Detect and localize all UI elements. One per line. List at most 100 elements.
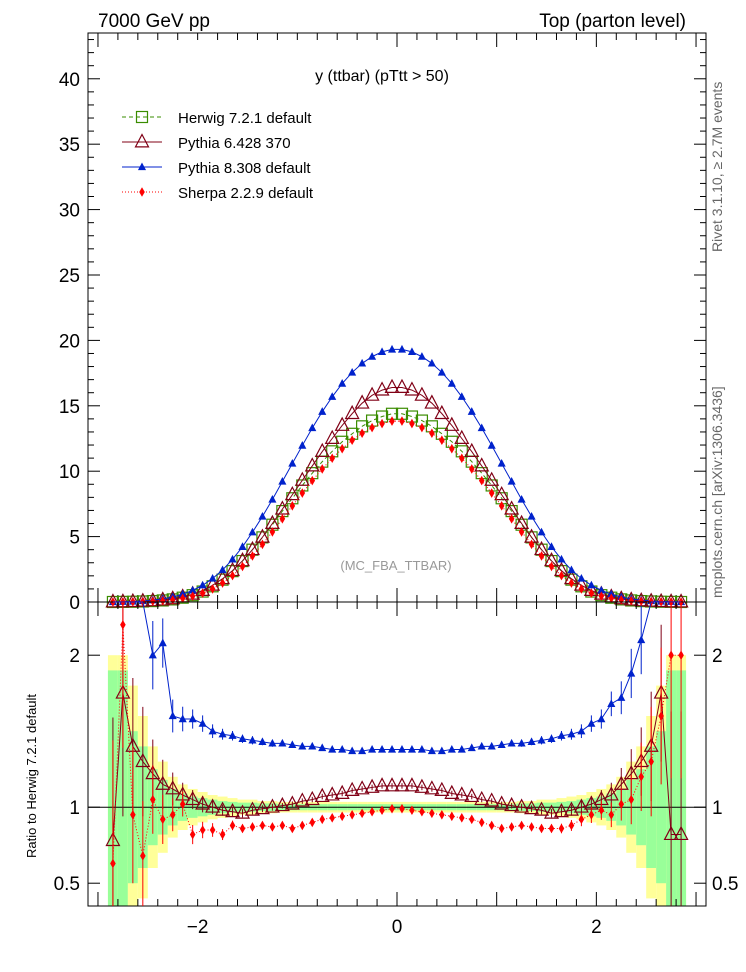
data-point-sherpa	[299, 488, 306, 498]
ratio-point-sherpa	[618, 799, 625, 809]
series-sherpa	[110, 416, 684, 607]
ratio-point-pythia8	[258, 737, 267, 745]
ratio-point-sherpa	[468, 814, 475, 825]
ratio-point-sherpa	[488, 820, 495, 831]
main-ytick-label: 20	[59, 331, 80, 352]
data-point-sherpa	[359, 428, 365, 439]
data-point-pythia8	[457, 392, 466, 400]
ratio-point-sherpa	[399, 803, 405, 814]
ratio-point-pythia6	[235, 804, 250, 819]
ratio-point-sherpa	[518, 820, 525, 831]
ratio-point-pythia8	[158, 638, 167, 647]
ratio-point-pythia8	[607, 699, 616, 707]
data-point-sherpa	[399, 416, 405, 426]
legend-marker-sherpa	[139, 187, 145, 197]
ratio-point-sherpa	[189, 829, 196, 840]
ratio-point-pythia8	[527, 737, 536, 745]
ratio-point-pythia6	[603, 786, 619, 801]
data-point-pythia8	[447, 379, 456, 387]
rivet-label: Rivet 3.1.10, ≥ 2.7M events	[709, 82, 725, 252]
ratio-point-pythia8	[567, 729, 576, 738]
data-point-sherpa	[149, 596, 156, 607]
data-point-pythia8	[527, 511, 536, 520]
ratio-point-pythia6	[215, 801, 231, 816]
ratio-point-pythia8	[328, 744, 337, 753]
data-point-pythia6	[424, 394, 440, 409]
data-point-pythia6	[354, 394, 370, 409]
ratio-point-pythia6	[135, 752, 151, 768]
data-point-pythia8	[587, 580, 596, 589]
series-herwig	[106, 407, 688, 609]
ratio-point-pythia6	[254, 799, 270, 815]
ratio-point-pythia6	[264, 798, 280, 813]
mcplots-label: mcplots.cern.ch [arXiv:1306.3436]	[709, 386, 725, 598]
ratio-point-pythia8	[497, 740, 506, 749]
data-point-sherpa	[488, 488, 495, 498]
data-point-sherpa	[558, 570, 565, 581]
ratio-point-sherpa	[598, 805, 605, 816]
data-point-pythia6	[334, 416, 350, 431]
ratio-ytick-label-right: 1	[712, 798, 723, 819]
ratio-point-pythia8	[387, 744, 397, 753]
data-point-pythia8	[208, 573, 217, 582]
ratio-point-sherpa	[658, 711, 664, 721]
legend: Herwig 7.2.1 default Pythia 6.428 370 Pyth…	[122, 110, 314, 202]
ratio-point-pythia6	[205, 798, 221, 813]
ratio-point-pythia8	[238, 734, 247, 742]
data-point-sherpa	[498, 501, 505, 511]
series-line-pythia8	[112, 348, 682, 603]
main-ytick-label: 5	[69, 528, 80, 549]
data-point-pythia8	[567, 565, 576, 574]
data-point-pythia8	[238, 542, 247, 550]
ratio-point-sherpa	[528, 822, 535, 832]
ratio-line-pythia8	[112, 601, 682, 752]
ratio-point-pythia6	[494, 795, 510, 810]
ratio-point-pythia6	[534, 801, 550, 816]
data-point-sherpa	[309, 475, 316, 486]
data-point-pythia6	[344, 404, 360, 420]
ratio-point-pythia8	[617, 693, 626, 701]
ratio-frame	[87, 601, 707, 907]
ratio-point-pythia6	[434, 781, 450, 796]
ratio-point-pythia6	[274, 796, 290, 812]
ratio-point-sherpa	[648, 756, 654, 767]
ratio-point-sherpa	[578, 814, 585, 825]
ratio-point-pythia6	[244, 801, 260, 816]
header-left: 7000 GeV pp	[98, 11, 210, 32]
ratio-point-pythia6	[225, 802, 241, 818]
data-point-sherpa	[319, 464, 326, 474]
ratio-point-pythia6	[155, 775, 171, 790]
data-point-sherpa	[269, 527, 276, 537]
ratio-point-sherpa	[249, 822, 256, 832]
ratio-ytick-label-right: 2	[712, 646, 723, 667]
legend-marker-pythia6	[134, 133, 150, 148]
ratio-point-pythia8	[368, 744, 377, 753]
ratio-point-sherpa	[309, 817, 316, 828]
ratio-point-pythia6	[514, 798, 530, 813]
data-point-sherpa	[389, 416, 395, 426]
data-point-pythia6	[274, 500, 290, 515]
data-point-sherpa	[199, 588, 206, 598]
data-point-sherpa	[229, 570, 236, 581]
data-point-pythia8	[487, 441, 496, 449]
ratio-point-sherpa	[149, 794, 156, 805]
ratio-point-pythia8	[228, 731, 237, 739]
main-ytick-label: 35	[59, 135, 80, 156]
ratio-point-sherpa	[130, 810, 136, 820]
ratio-point-pythia6	[165, 780, 181, 795]
data-point-pythia8	[258, 511, 267, 520]
ratio-point-pythia8	[597, 714, 606, 723]
ratio-point-sherpa	[159, 814, 166, 825]
ratio-point-pythia8	[218, 729, 227, 738]
data-point-pythia8	[248, 527, 257, 536]
main-ytick-label: 30	[59, 201, 80, 222]
ratio-point-pythia8	[437, 746, 446, 755]
data-point-pythia6	[504, 500, 520, 515]
ratio-point-sherpa	[419, 806, 425, 817]
ratio-point-pythia8	[407, 744, 417, 753]
ratio-point-pythia6	[414, 778, 430, 793]
ratio-point-sherpa	[349, 810, 355, 820]
ratio-point-sherpa	[140, 851, 146, 861]
data-point-sherpa	[598, 591, 605, 601]
data-point-pythia8	[537, 527, 546, 536]
